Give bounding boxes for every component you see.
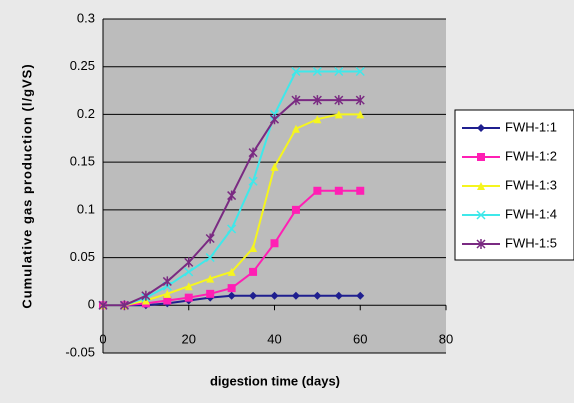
- data-point: [291, 95, 301, 106]
- legend-symbol: [477, 153, 485, 161]
- data-point: [184, 257, 194, 268]
- x-tick-label: 20: [182, 331, 196, 346]
- data-point: [227, 224, 237, 234]
- y-tick-label: 0.15: [70, 154, 95, 169]
- legend-label: FWH-1:2: [505, 148, 557, 163]
- data-point: [248, 147, 258, 158]
- legend-symbol: [476, 210, 486, 220]
- data-point: [141, 290, 151, 301]
- y-tick-label: 0.3: [77, 10, 95, 25]
- data-point: [312, 66, 322, 77]
- y-tick-label: 0.25: [70, 58, 95, 73]
- data-point: [291, 291, 300, 300]
- data-point: [249, 267, 258, 276]
- data-point: [270, 291, 279, 300]
- x-tick-label: 60: [353, 331, 367, 346]
- y-tick-label: 0.05: [70, 249, 95, 264]
- legend-symbol: [477, 124, 485, 132]
- data-point: [291, 66, 301, 77]
- data-point: [334, 110, 343, 119]
- data-point: [356, 110, 365, 119]
- data-point: [206, 289, 215, 298]
- data-point: [291, 205, 300, 214]
- data-point: [184, 267, 194, 277]
- data-point: [227, 190, 237, 201]
- data-point: [355, 66, 365, 77]
- legend-label: FWH-1:1: [505, 119, 557, 134]
- data-point: [270, 239, 279, 248]
- legend-symbol: [476, 239, 486, 249]
- data-point: [312, 95, 322, 106]
- data-point: [313, 291, 322, 300]
- legend-label: FWH-1:3: [505, 177, 557, 192]
- legend-label: FWH-1:5: [505, 235, 557, 250]
- x-axis-title: digestion time (days): [210, 373, 340, 388]
- legend-symbol: [477, 182, 485, 190]
- data-point: [356, 186, 365, 195]
- x-tick-label: 40: [267, 331, 281, 346]
- data-point: [291, 124, 300, 133]
- data-point: [249, 291, 258, 300]
- data-point: [356, 291, 365, 300]
- y-tick-label: 0: [88, 297, 95, 312]
- y-tick-label: 0.2: [77, 106, 95, 121]
- x-tick-label: 80: [439, 331, 453, 346]
- data-point: [206, 274, 215, 283]
- data-point: [119, 300, 129, 311]
- legend-label: FWH-1:4: [505, 206, 557, 221]
- data-point: [248, 176, 258, 186]
- data-point: [184, 293, 193, 302]
- y-tick-label: -0.05: [65, 344, 95, 359]
- data-point: [205, 233, 215, 244]
- data-point: [313, 186, 322, 195]
- data-point: [184, 282, 193, 291]
- data-point: [163, 296, 172, 305]
- data-point: [270, 162, 279, 171]
- data-point: [334, 186, 343, 195]
- data-point: [227, 284, 236, 293]
- data-point: [227, 267, 236, 276]
- data-point: [334, 95, 344, 106]
- y-tick-label: 0.1: [77, 201, 95, 216]
- y-axis-title: Cumulative gas production (l/gVS): [19, 63, 34, 308]
- data-point: [269, 114, 280, 125]
- data-point: [334, 291, 343, 300]
- data-point: [355, 95, 365, 106]
- data-point: [162, 276, 172, 287]
- data-point: [334, 66, 344, 77]
- data-point: [98, 300, 108, 311]
- data-point: [163, 289, 172, 298]
- data-point: [249, 244, 258, 253]
- data-point: [227, 291, 236, 300]
- data-point: [313, 115, 322, 124]
- x-tick-label: 0: [99, 331, 106, 346]
- data-point: [205, 253, 215, 263]
